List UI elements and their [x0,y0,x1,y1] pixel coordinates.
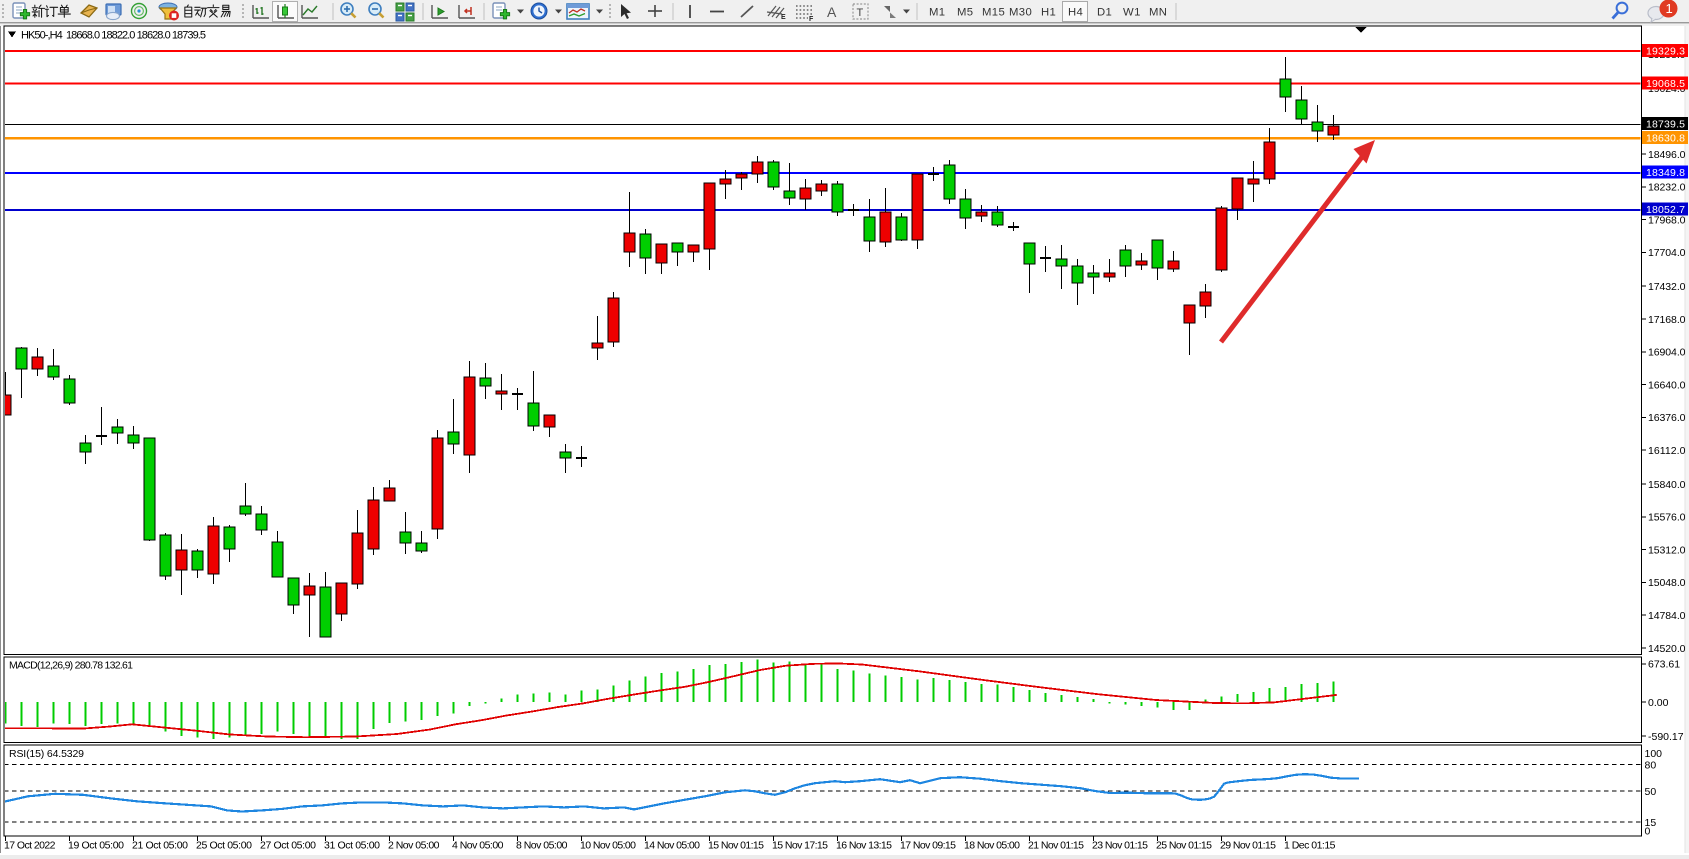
svg-text:15576.0: 15576.0 [1648,512,1686,524]
svg-text:14784.0: 14784.0 [1648,610,1686,622]
svg-text:27 Oct 05:00: 27 Oct 05:00 [260,840,316,852]
svg-text:15: 15 [1645,817,1657,829]
svg-text:14 Nov 05:00: 14 Nov 05:00 [644,840,700,852]
svg-text:17432.0: 17432.0 [1648,281,1686,293]
svg-text:1 Dec 01:15: 1 Dec 01:15 [1284,840,1336,852]
svg-text:M15: M15 [982,7,1005,19]
svg-text:1: 1 [1666,1,1673,16]
svg-text:A: A [827,4,837,20]
svg-text:15840.0: 15840.0 [1648,479,1686,491]
svg-text:16 Nov 13:15: 16 Nov 13:15 [836,840,892,852]
svg-text:19068.5: 19068.5 [1646,78,1685,90]
svg-text:17 Nov 09:15: 17 Nov 09:15 [900,840,956,852]
svg-text:18232.0: 18232.0 [1648,182,1686,194]
svg-text:-590.17: -590.17 [1648,731,1684,743]
svg-text:17704.0: 17704.0 [1648,247,1686,259]
svg-text:80: 80 [1645,759,1657,771]
svg-text:50: 50 [1645,786,1657,798]
svg-text:T: T [857,7,864,19]
svg-text:18739.5: 18739.5 [1646,119,1685,131]
svg-text:H4: H4 [1068,7,1083,19]
svg-text:17 Oct 2022: 17 Oct 2022 [4,840,56,852]
svg-text:W1: W1 [1123,7,1141,19]
svg-text:18349.8: 18349.8 [1646,167,1685,179]
svg-text:25 Nov 01:15: 25 Nov 01:15 [1156,840,1212,852]
svg-text:D1: D1 [1097,7,1112,19]
svg-text:8 Nov 05:00: 8 Nov 05:00 [516,840,568,852]
svg-text:16376.0: 16376.0 [1648,412,1686,424]
svg-text:18630.8: 18630.8 [1646,132,1685,144]
svg-text:23 Nov 01:15: 23 Nov 01:15 [1092,840,1148,852]
svg-text:14520.0: 14520.0 [1648,643,1686,655]
svg-text:16904.0: 16904.0 [1648,347,1686,359]
svg-text:25 Oct 05:00: 25 Oct 05:00 [196,840,252,852]
svg-text:15048.0: 15048.0 [1648,577,1686,589]
svg-text:H1: H1 [1041,7,1056,19]
svg-text:18052.7: 18052.7 [1646,204,1685,216]
svg-text:31 Oct 05:00: 31 Oct 05:00 [324,840,380,852]
svg-text:19329.3: 19329.3 [1646,45,1685,57]
svg-text:18496.0: 18496.0 [1648,149,1686,161]
svg-text:16640.0: 16640.0 [1648,379,1686,391]
svg-text:0.00: 0.00 [1648,697,1669,709]
svg-text:F: F [809,16,814,23]
svg-text:21 Nov 01:15: 21 Nov 01:15 [1028,840,1084,852]
svg-text:15312.0: 15312.0 [1648,544,1686,556]
svg-text:2 Nov 05:00: 2 Nov 05:00 [388,840,440,852]
svg-text:MACD(12,26,9) 280.78 132.61: MACD(12,26,9) 280.78 132.61 [9,660,133,672]
svg-text:MN: MN [1149,7,1167,19]
svg-text:4 Nov 05:00: 4 Nov 05:00 [452,840,504,852]
svg-text:16112.0: 16112.0 [1648,445,1686,457]
svg-text:29 Nov 01:15: 29 Nov 01:15 [1220,840,1276,852]
svg-text:15 Nov 01:15: 15 Nov 01:15 [708,840,764,852]
svg-text:100: 100 [1645,748,1663,760]
svg-text:19 Oct 05:00: 19 Oct 05:00 [68,840,124,852]
svg-text:21 Oct 05:00: 21 Oct 05:00 [132,840,188,852]
svg-text:673.61: 673.61 [1648,659,1680,671]
svg-text:15 Nov 17:15: 15 Nov 17:15 [772,840,828,852]
svg-text:RSI(15) 64.5329: RSI(15) 64.5329 [9,748,84,760]
svg-text:M30: M30 [1009,7,1032,19]
svg-text:17968.0: 17968.0 [1648,214,1686,226]
svg-text:E: E [781,14,786,21]
svg-text:18 Nov 05:00: 18 Nov 05:00 [964,840,1020,852]
svg-text:0: 0 [1645,825,1651,837]
svg-text:HK50-,H4 18668.0 18822.0 1862: HK50-,H4 18668.0 18822.0 18628.0 18739.5 [21,30,206,42]
svg-text:10 Nov 05:00: 10 Nov 05:00 [580,840,636,852]
svg-text:M5: M5 [957,7,974,19]
svg-text:17168.0: 17168.0 [1648,314,1686,326]
svg-text:M1: M1 [929,7,946,19]
